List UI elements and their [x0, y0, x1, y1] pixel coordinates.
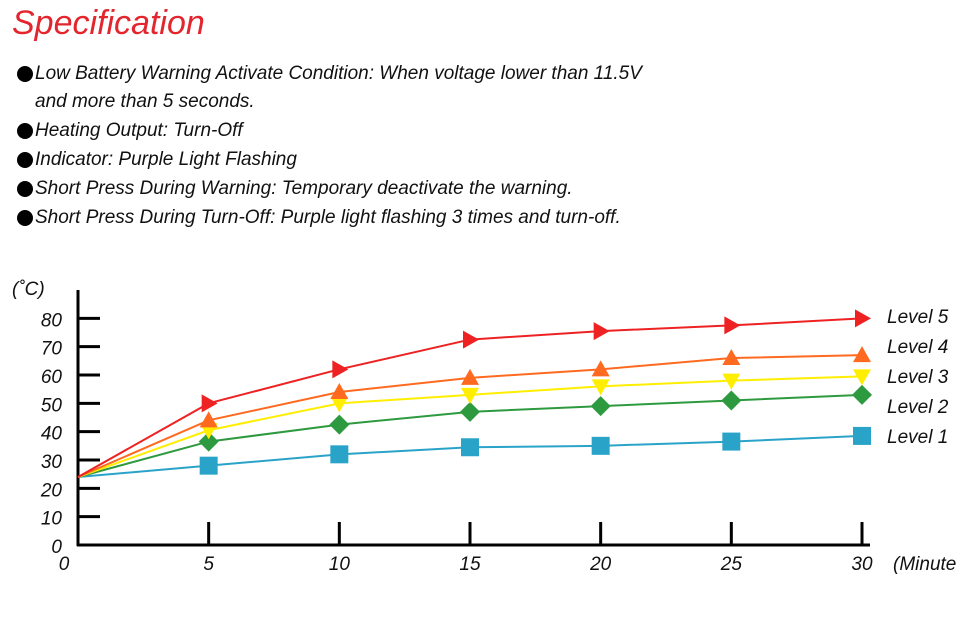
x-tick-label: 30	[851, 554, 873, 575]
bullet-text: Short Press During Turn-Off: Purple ligh…	[35, 207, 621, 228]
y-axis-label: (˚C)	[12, 279, 45, 300]
x-tick-label: 10	[329, 554, 351, 575]
y-tick-label: 0	[51, 537, 62, 558]
marker	[591, 360, 610, 377]
marker	[329, 414, 350, 435]
bullet-text: and more than 5 seconds.	[35, 91, 255, 112]
y-tick-label: 10	[41, 509, 63, 530]
legend-label: Level 2	[887, 397, 949, 418]
legend-label: Level 1	[887, 427, 948, 448]
x-tick-label: 0	[59, 554, 70, 575]
marker	[722, 373, 741, 390]
marker	[330, 445, 349, 464]
marker	[198, 431, 219, 452]
bullet-dot	[17, 123, 33, 139]
y-tick-label: 50	[41, 395, 63, 416]
marker	[855, 309, 871, 328]
marker	[722, 349, 741, 365]
marker	[330, 396, 349, 413]
x-tick-label: 15	[459, 554, 481, 575]
bullet-dot	[17, 66, 33, 82]
x-tick-label: 5	[203, 554, 214, 575]
marker	[332, 360, 349, 379]
x-tick-label: 25	[720, 554, 743, 575]
bullet-text: Low Battery Warning Activate Condition: …	[35, 63, 644, 84]
marker	[591, 379, 610, 396]
y-tick-label: 70	[41, 339, 63, 360]
marker	[460, 401, 480, 422]
marker	[201, 394, 218, 413]
marker	[853, 426, 871, 445]
marker	[724, 316, 741, 335]
marker	[330, 383, 349, 399]
marker	[591, 436, 610, 455]
x-tick-label: 20	[589, 554, 612, 575]
y-tick-label: 60	[41, 367, 63, 388]
marker	[853, 346, 871, 363]
bullet-text: Indicator: Purple Light Flashing	[35, 149, 297, 170]
y-tick-label: 30	[41, 452, 63, 473]
bullet-dot	[17, 181, 33, 197]
bullet-dot	[17, 152, 33, 168]
bullet-text: Short Press During Warning: Temporary de…	[35, 178, 573, 199]
legend-label: Level 3	[887, 367, 949, 388]
marker	[853, 369, 871, 386]
marker	[852, 384, 872, 405]
marker	[721, 390, 742, 411]
y-tick-label: 20	[40, 480, 63, 501]
marker	[590, 396, 611, 417]
x-axis-label: (Minute	[893, 554, 956, 575]
y-tick-label: 80	[41, 310, 63, 331]
marker	[463, 330, 479, 349]
marker	[593, 322, 610, 341]
marker	[461, 438, 479, 457]
bullet-dot	[17, 210, 33, 226]
bullet-text: Heating Output: Turn-Off	[35, 120, 244, 141]
y-tick-label: 40	[41, 424, 63, 445]
marker	[461, 387, 479, 404]
bullet-list: Low Battery Warning Activate Condition: …	[17, 63, 644, 228]
marker	[199, 411, 218, 428]
marker	[722, 432, 741, 451]
title: Specification	[12, 4, 205, 42]
marker	[461, 368, 479, 385]
legend-label: Level 4	[887, 337, 948, 358]
marker	[199, 456, 218, 475]
legend-label: Level 5	[887, 307, 949, 328]
